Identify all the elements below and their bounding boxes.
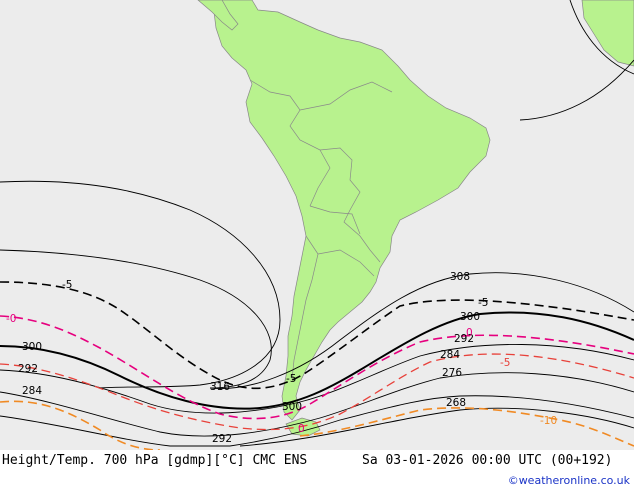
label-292-east: 292 (454, 333, 474, 345)
temp-minus10-orange (0, 400, 634, 450)
country-borders (249, 79, 393, 381)
label-300-south: 300 (282, 401, 302, 413)
label-308: 308 (450, 271, 470, 283)
label-268: 268 (446, 397, 466, 409)
label-temp-0-west: -0 (6, 313, 16, 325)
footer: Height/Temp. 700 hPa [gdmp][°C] CMC ENS … (0, 450, 634, 490)
label-292-west: 292 (18, 363, 38, 375)
label-temp-minus5-west: -5 (62, 279, 72, 291)
contour-300-thick (0, 311, 634, 410)
temp-0-magenta (0, 315, 634, 420)
label-temp-minus5-east: -5 (478, 297, 488, 309)
label-316: 316 (210, 381, 230, 393)
label-292-south: 292 (212, 433, 232, 445)
credit-link[interactable]: ©weatheronline.co.uk (507, 474, 630, 487)
contour-labels: 308 300 300 300 292 292 292 284 284 276 … (6, 271, 557, 445)
label-284-east: 284 (440, 349, 460, 361)
label-temp-0-south: 0 (298, 423, 305, 435)
label-temp-0-east: 0 (466, 327, 473, 339)
height-contours (0, 0, 634, 447)
label-temp-minus5-red: -5 (500, 357, 510, 369)
south-america-land (213, 0, 491, 421)
label-temp-minus10: -10 (540, 415, 557, 427)
label-300-west: 300 (22, 341, 42, 353)
central-america-land (197, 0, 239, 31)
temp-minus5-dashed (0, 281, 634, 390)
label-276: 276 (442, 367, 462, 379)
africa-land (581, 0, 634, 67)
label-temp-minus5-mid: -5 (286, 373, 296, 385)
label-284-west: 284 (22, 385, 42, 397)
temp-minus5-red (0, 353, 634, 431)
map-title: Height/Temp. 700 hPa [gdmp][°C] CMC ENS (2, 453, 308, 468)
label-300-east: 300 (460, 311, 480, 323)
valid-time: Sa 03-01-2026 00:00 UTC (00+192) (362, 453, 613, 468)
map-canvas: 308 300 300 300 292 292 292 284 284 276 … (0, 0, 634, 450)
